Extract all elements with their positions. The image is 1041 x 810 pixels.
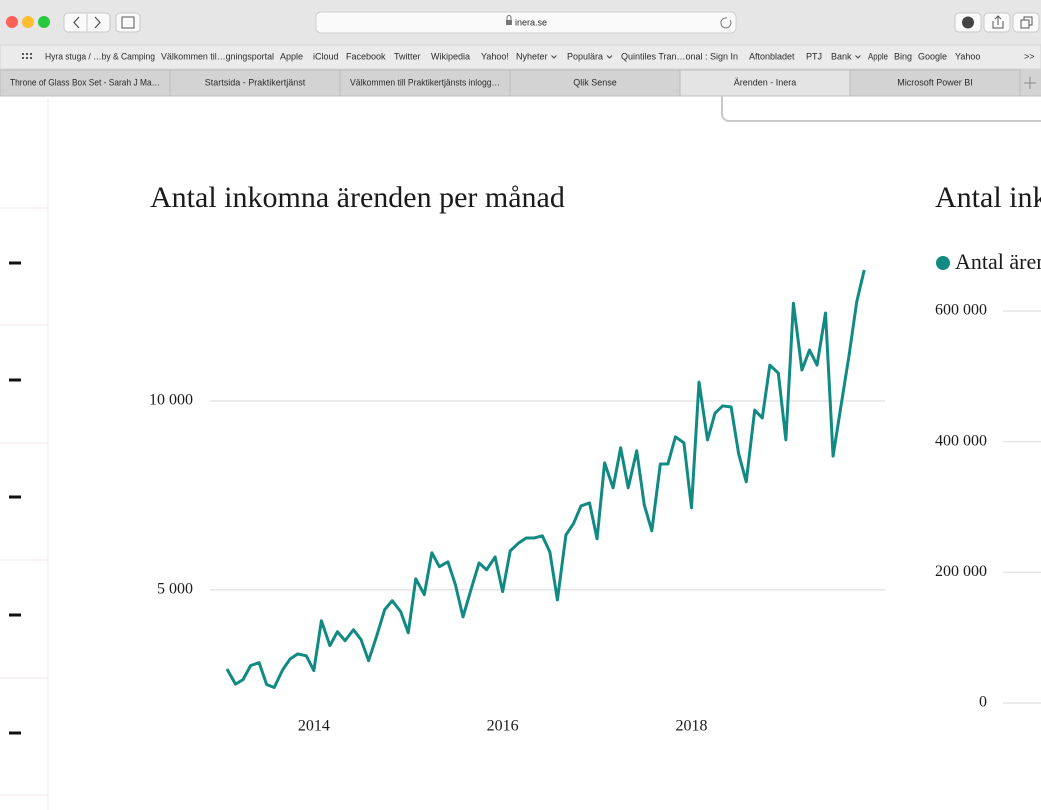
panel-edge <box>721 96 1041 122</box>
bookmark[interactable]: Apple <box>868 51 888 61</box>
x-tick-label: 2016 <box>487 718 519 735</box>
y-tick-label: 5 000 <box>157 580 193 597</box>
bookmarks: Hyra stuga / …by & Camping Välkommen til…… <box>45 51 980 61</box>
tab[interactable] <box>169 69 341 97</box>
y-tick-label: 400 000 <box>935 432 987 449</box>
minimize-button[interactable] <box>22 16 34 28</box>
bookmarks-bar <box>0 44 1041 70</box>
bookmark[interactable]: PTJ <box>806 51 822 61</box>
bookmark-chevron <box>551 55 557 59</box>
data-line <box>225 269 866 690</box>
new-tab-button[interactable] <box>1024 77 1036 89</box>
y-tick-label: 10 000 <box>149 392 193 409</box>
bookmark-chevron <box>606 55 613 59</box>
share-button[interactable] <box>983 12 1011 33</box>
tab[interactable] <box>339 69 511 97</box>
tab-title[interactable]: Välkommen till Praktikertjänsts inlogg… <box>350 77 500 87</box>
bookmark[interactable]: iCloud <box>313 51 339 61</box>
bookmark[interactable]: Yahoo! <box>481 51 509 61</box>
legend-label: Antal ären <box>955 249 1041 274</box>
bookmark[interactable]: Aftonbladet <box>749 51 795 61</box>
close-button[interactable] <box>6 16 18 28</box>
bookmark[interactable]: Facebook <box>346 51 386 61</box>
bookmark[interactable]: Bing <box>894 51 912 61</box>
reload-icon[interactable] <box>720 17 732 29</box>
charts: 5 000 10 000 2014 2016 2018 0 200 000 400 000 60… <box>149 249 1041 735</box>
active-tab[interactable] <box>679 69 851 97</box>
tab-title[interactable]: Ärenden - Inera <box>734 77 797 87</box>
downloads-icon <box>962 16 974 29</box>
address-bar[interactable] <box>315 11 737 34</box>
bookmark[interactable]: Twitter <box>394 51 421 61</box>
apps-icon[interactable] <box>22 53 32 59</box>
tab-title[interactable]: Microsoft Power BI <box>897 77 973 87</box>
bookmark[interactable]: Bank <box>831 51 852 61</box>
chart-title: Antal inkomna ärenden per månad <box>150 181 565 214</box>
share-icon <box>992 15 1004 29</box>
sidebar-dashes <box>9 261 21 735</box>
sidebar-icon <box>121 16 135 29</box>
tab[interactable] <box>849 69 1021 97</box>
tabs-button[interactable] <box>1012 12 1040 33</box>
url[interactable]: inera.se <box>515 17 547 27</box>
tab-title[interactable]: Startsida - Praktikertjänst <box>205 77 306 87</box>
y-tick-label: 0 <box>979 694 987 711</box>
bookmark[interactable]: Quintiles Tran…onal : Sign In <box>621 51 738 61</box>
chart-title: Antal ink <box>935 181 1041 214</box>
bookmark[interactable]: Google <box>918 51 947 61</box>
tab-title[interactable]: Throne of Glass Box Set - Sarah J Ma… <box>10 77 160 87</box>
sidebar-rows <box>0 207 48 796</box>
lock-icon <box>506 20 512 25</box>
x-tick-label: 2014 <box>298 718 330 735</box>
back-icon <box>73 16 80 29</box>
bookmark[interactable]: Populära <box>567 51 603 61</box>
bookmark[interactable]: Wikipedia <box>431 51 470 61</box>
bookmark[interactable]: Nyheter <box>516 51 548 61</box>
bookmark-chevron <box>855 55 861 59</box>
zoom-button[interactable] <box>38 16 50 28</box>
tabs: Throne of Glass Box Set - Sarah J Ma… Sta… <box>0 69 1021 97</box>
y-tick-label: 600 000 <box>935 302 987 319</box>
bookmark[interactable]: Apple <box>280 51 303 61</box>
tabs-icon <box>1020 16 1033 29</box>
lock-shackle <box>506 15 512 20</box>
bookmark[interactable]: Yahoo <box>955 51 980 61</box>
tab[interactable] <box>509 69 681 97</box>
legend-swatch <box>936 256 950 270</box>
bookmark[interactable]: Hyra stuga / …by & Camping <box>45 51 155 61</box>
bookmark[interactable]: Välkommen til…gningsportal <box>161 51 274 61</box>
more-bookmarks[interactable]: >> <box>1024 51 1035 61</box>
tab-title[interactable]: Qlik Sense <box>573 77 617 87</box>
forward-icon <box>94 16 101 29</box>
sidebar-button[interactable] <box>115 12 141 33</box>
y-tick-label: 200 000 <box>935 563 987 580</box>
x-tick-label: 2018 <box>675 718 707 735</box>
